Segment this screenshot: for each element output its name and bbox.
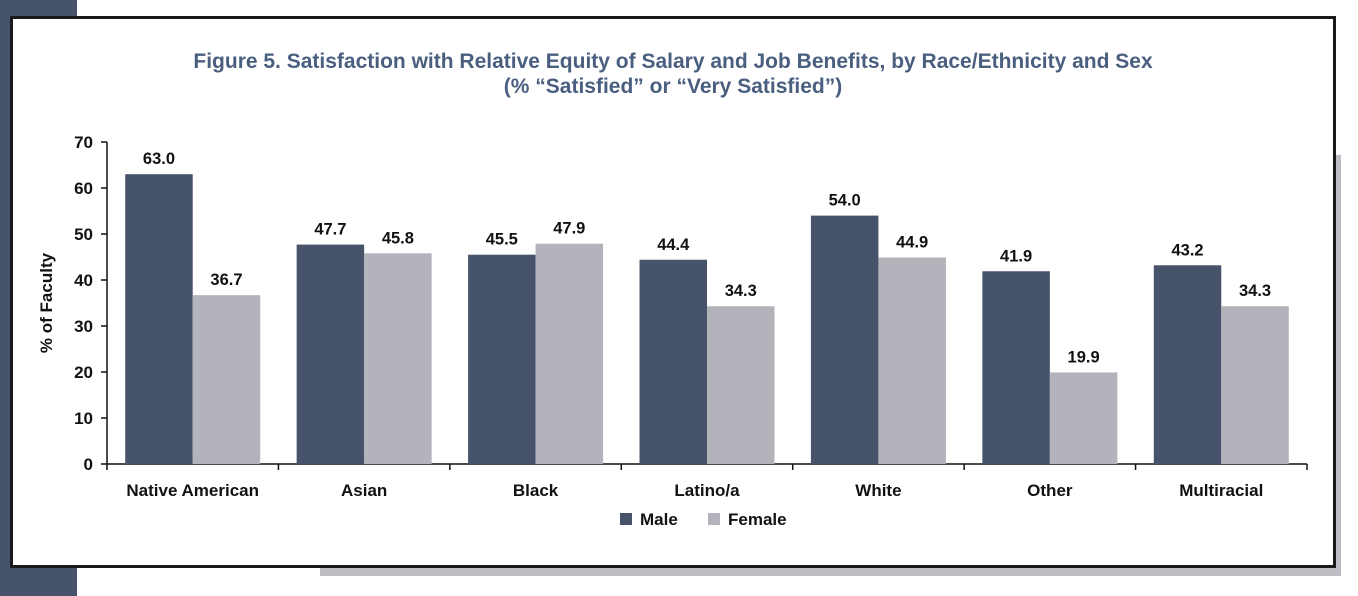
chart-frame: Figure 5. Satisfaction with Relative Equ… [10,16,1336,568]
bar-male [1153,265,1222,464]
y-tick-label: 70 [74,133,93,152]
x-category-label: Native American [126,481,259,500]
bar-female [192,295,261,464]
data-label-male: 54.0 [829,192,861,210]
x-category-label: Latino/a [674,481,740,500]
y-tick-label: 40 [74,271,93,290]
y-tick-label: 30 [74,317,93,336]
bar-female [364,253,432,464]
data-label-female: 19.9 [1068,348,1100,366]
data-label-male: 41.9 [1000,247,1032,265]
y-tick-label: 50 [74,225,93,244]
legend-swatch-female [708,513,720,525]
legend-label-male: Male [640,510,678,529]
bar-female [535,243,604,464]
y-tick-label: 60 [74,179,93,198]
bar-male [296,244,365,464]
chart-subtitle: (% “Satisfied” or “Very Satisfied”) [503,75,843,98]
bar-male [125,174,193,464]
data-label-female: 34.3 [725,282,757,300]
y-tick-label: 10 [74,409,93,428]
data-label-male: 63.0 [143,150,175,168]
data-label-male: 44.4 [657,236,690,254]
bar-female [707,306,775,464]
data-label-female: 36.7 [210,271,242,289]
x-category-label: Black [513,481,559,500]
bar-male [982,271,1050,464]
data-label-female: 44.9 [896,233,928,251]
chart-title-block: Figure 5. Satisfaction with Relative Equ… [13,49,1333,99]
data-label-female: 45.8 [382,229,414,247]
data-label-male: 47.7 [314,221,346,239]
y-tick-label: 0 [84,455,93,474]
legend-swatch-male [620,513,632,525]
x-category-label: Asian [341,481,387,500]
bar-male [639,259,707,464]
bar-female [878,257,946,464]
bar-female [1221,306,1289,464]
data-label-male: 45.5 [486,231,518,249]
data-label-female: 47.9 [553,220,585,238]
bar-female [1049,372,1118,464]
x-category-label: Multiracial [1179,481,1263,500]
legend-label-female: Female [728,510,787,529]
y-axis-label: % of Faculty [37,252,56,353]
bar-male [810,215,879,464]
y-tick-label: 20 [74,363,93,382]
chart-title: Figure 5. Satisfaction with Relative Equ… [193,50,1153,73]
x-category-label: Other [1027,481,1073,500]
data-label-male: 43.2 [1171,241,1203,259]
bar-male [468,254,536,464]
x-category-label: White [855,481,901,500]
data-label-female: 34.3 [1239,282,1271,300]
